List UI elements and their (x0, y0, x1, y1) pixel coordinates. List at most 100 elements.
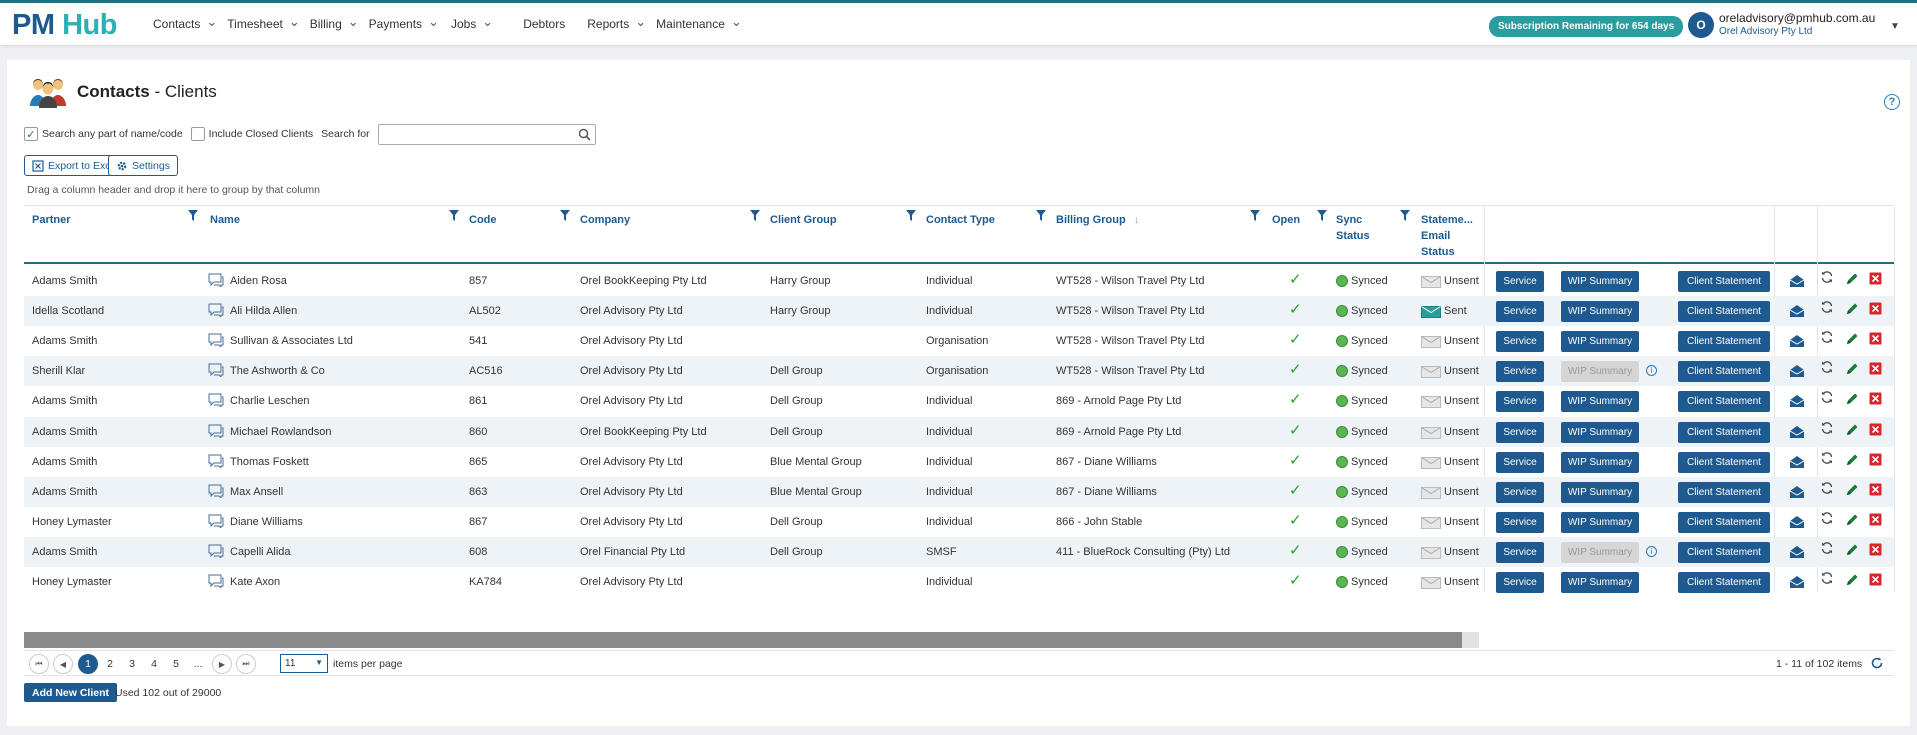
notes-chat-icon[interactable] (208, 393, 224, 410)
table-row[interactable]: Adams Smith Aiden Rosa 857 Orel BookKeeping… (24, 266, 1894, 296)
user-org[interactable]: Orel Advisory Pty Ltd (1719, 26, 1813, 37)
refresh-icon[interactable] (1870, 656, 1884, 670)
table-row[interactable]: Honey Lymaster Diane Williams 867 Orel Advi… (24, 507, 1894, 537)
email-icon[interactable] (1789, 364, 1805, 381)
header-contact-type[interactable]: Contact Type (926, 214, 995, 226)
edit-pencil-icon[interactable] (1845, 332, 1859, 349)
service-button[interactable]: Service (1496, 451, 1544, 473)
sort-down-icon[interactable]: ↓ (1134, 214, 1140, 226)
table-row[interactable]: Adams Smith Sullivan & Associates Ltd 541 O… (24, 326, 1894, 356)
service-button[interactable]: Service (1496, 572, 1544, 593)
delete-icon[interactable] (1869, 272, 1882, 288)
page-size-select[interactable]: 11 ▼ (280, 654, 328, 673)
notes-chat-icon[interactable] (208, 424, 224, 441)
sync-icon[interactable] (1820, 360, 1834, 377)
nav-reports[interactable]: Reports ⌄ (587, 13, 647, 32)
header-billing-group[interactable]: Billing Group ↓ (1056, 214, 1140, 226)
name-cell[interactable]: Diane Williams (230, 515, 303, 528)
nav-contacts[interactable]: Contacts ⌄ (153, 13, 218, 32)
email-icon[interactable] (1789, 575, 1805, 592)
sync-icon[interactable] (1820, 541, 1834, 558)
filter-icon[interactable] (449, 210, 459, 224)
page-ellipsis[interactable]: ... (193, 658, 203, 670)
nav-payments[interactable]: Payments ⌄ (368, 13, 439, 32)
notes-chat-icon[interactable] (208, 273, 224, 290)
client-statement-button[interactable]: Client Statement (1678, 361, 1770, 383)
name-cell[interactable]: Max Ansell (230, 485, 284, 498)
search-icon[interactable] (578, 128, 591, 141)
name-cell[interactable]: Capelli Alida (230, 545, 291, 558)
table-row[interactable]: Sherill Klar The Ashworth & Co AC516 Orel A… (24, 356, 1894, 387)
filter-icon[interactable] (750, 210, 760, 224)
name-cell[interactable]: Michael Rowlandson (230, 425, 332, 438)
search-input[interactable] (377, 123, 596, 145)
delete-icon[interactable] (1869, 332, 1882, 348)
header-code[interactable]: Code (469, 214, 497, 226)
sync-icon[interactable] (1820, 270, 1834, 287)
client-statement-button[interactable]: Client Statement (1678, 511, 1770, 533)
notes-chat-icon[interactable] (208, 333, 224, 350)
wip-summary-button[interactable]: WIP Summary (1561, 541, 1639, 563)
delete-icon[interactable] (1869, 362, 1882, 378)
service-button[interactable]: Service (1496, 361, 1544, 383)
delete-icon[interactable] (1869, 513, 1882, 529)
email-icon[interactable] (1789, 304, 1805, 321)
wip-summary-button[interactable]: WIP Summary (1561, 511, 1639, 533)
horizontal-scrollbar[interactable] (24, 632, 1479, 648)
scrollbar-thumb[interactable] (24, 632, 1462, 648)
service-button[interactable]: Service (1496, 331, 1544, 353)
wip-summary-button[interactable]: WIP Summary (1561, 481, 1639, 503)
notes-chat-icon[interactable] (208, 484, 224, 501)
nav-jobs[interactable]: Jobs ⌄ (450, 13, 494, 32)
user-email[interactable]: oreladvisory@pmhub.com.au (1719, 11, 1876, 25)
table-row[interactable]: Adams Smith Michael Rowlandson 860 Orel Boo… (24, 416, 1894, 447)
service-button[interactable]: Service (1496, 541, 1544, 563)
client-statement-button[interactable]: Client Statement (1678, 421, 1770, 443)
email-icon[interactable] (1789, 515, 1805, 532)
chevron-down-icon[interactable]: ▼ (1890, 21, 1900, 32)
sync-icon[interactable] (1820, 451, 1834, 468)
edit-pencil-icon[interactable] (1845, 423, 1859, 440)
sync-icon[interactable] (1820, 330, 1834, 347)
notes-chat-icon[interactable] (208, 574, 224, 591)
service-button[interactable]: Service (1496, 511, 1544, 533)
wip-summary-button[interactable]: WIP Summary (1561, 391, 1639, 413)
table-row[interactable]: Adams Smith Max Ansell 863 Orel Advisory Pt… (24, 476, 1894, 507)
client-statement-button[interactable]: Client Statement (1678, 572, 1770, 593)
info-icon[interactable]: i (1646, 545, 1657, 557)
wip-summary-button[interactable]: WIP Summary (1561, 271, 1639, 292)
name-cell[interactable]: Kate Axon (230, 576, 281, 588)
wip-summary-button[interactable]: WIP Summary (1561, 301, 1639, 323)
app-logo[interactable]: PM Hub (12, 9, 117, 41)
sync-icon[interactable] (1820, 300, 1834, 317)
edit-pencil-icon[interactable] (1845, 573, 1859, 590)
page-4-button[interactable]: 4 (151, 658, 157, 670)
nav-maintenance[interactable]: Maintenance ⌄ (656, 13, 742, 32)
filter-icon[interactable] (1250, 210, 1260, 224)
delete-icon[interactable] (1869, 543, 1882, 559)
filter-icon[interactable] (1400, 210, 1410, 224)
search-any-part-checkbox[interactable]: ✓ (24, 127, 38, 141)
table-row[interactable]: Adams Smith Thomas Foskett 865 Orel Advisor… (24, 447, 1894, 477)
delete-icon[interactable] (1869, 573, 1882, 589)
export-to-excel-button[interactable]: Export to Excel (24, 155, 127, 176)
client-statement-button[interactable]: Client Statement (1678, 331, 1770, 353)
service-button[interactable]: Service (1496, 271, 1544, 292)
prev-page-button[interactable]: ◀ (53, 654, 73, 674)
notes-chat-icon[interactable] (208, 303, 224, 320)
page-3-button[interactable]: 3 (129, 658, 135, 670)
name-cell[interactable]: Ali Hilda Allen (230, 305, 298, 318)
notes-chat-icon[interactable] (208, 363, 224, 380)
help-icon[interactable]: ? (1884, 94, 1900, 110)
name-cell[interactable]: Sullivan & Associates Ltd (230, 335, 353, 348)
edit-pencil-icon[interactable] (1845, 272, 1859, 289)
filter-icon[interactable] (1317, 210, 1327, 224)
name-cell[interactable]: The Ashworth & Co (230, 365, 325, 378)
edit-pencil-icon[interactable] (1845, 362, 1859, 379)
page-2-button[interactable]: 2 (107, 658, 113, 670)
nav-debtors[interactable]: Debtors (523, 17, 566, 31)
edit-pencil-icon[interactable] (1845, 453, 1859, 470)
edit-pencil-icon[interactable] (1845, 543, 1859, 560)
delete-icon[interactable] (1869, 392, 1882, 408)
service-button[interactable]: Service (1496, 391, 1544, 413)
